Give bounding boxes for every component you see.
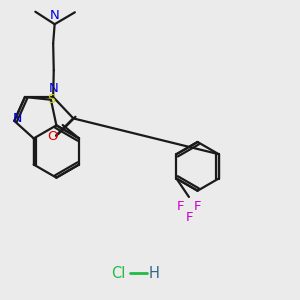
Text: H: H (149, 266, 160, 281)
Text: S: S (47, 93, 55, 106)
Text: N: N (48, 82, 58, 95)
Text: Cl: Cl (112, 266, 126, 281)
Text: F: F (186, 211, 193, 224)
Text: F: F (176, 200, 184, 213)
Text: F: F (194, 200, 202, 213)
Text: O: O (47, 130, 58, 143)
Text: N: N (13, 112, 22, 125)
Text: N: N (50, 9, 60, 22)
